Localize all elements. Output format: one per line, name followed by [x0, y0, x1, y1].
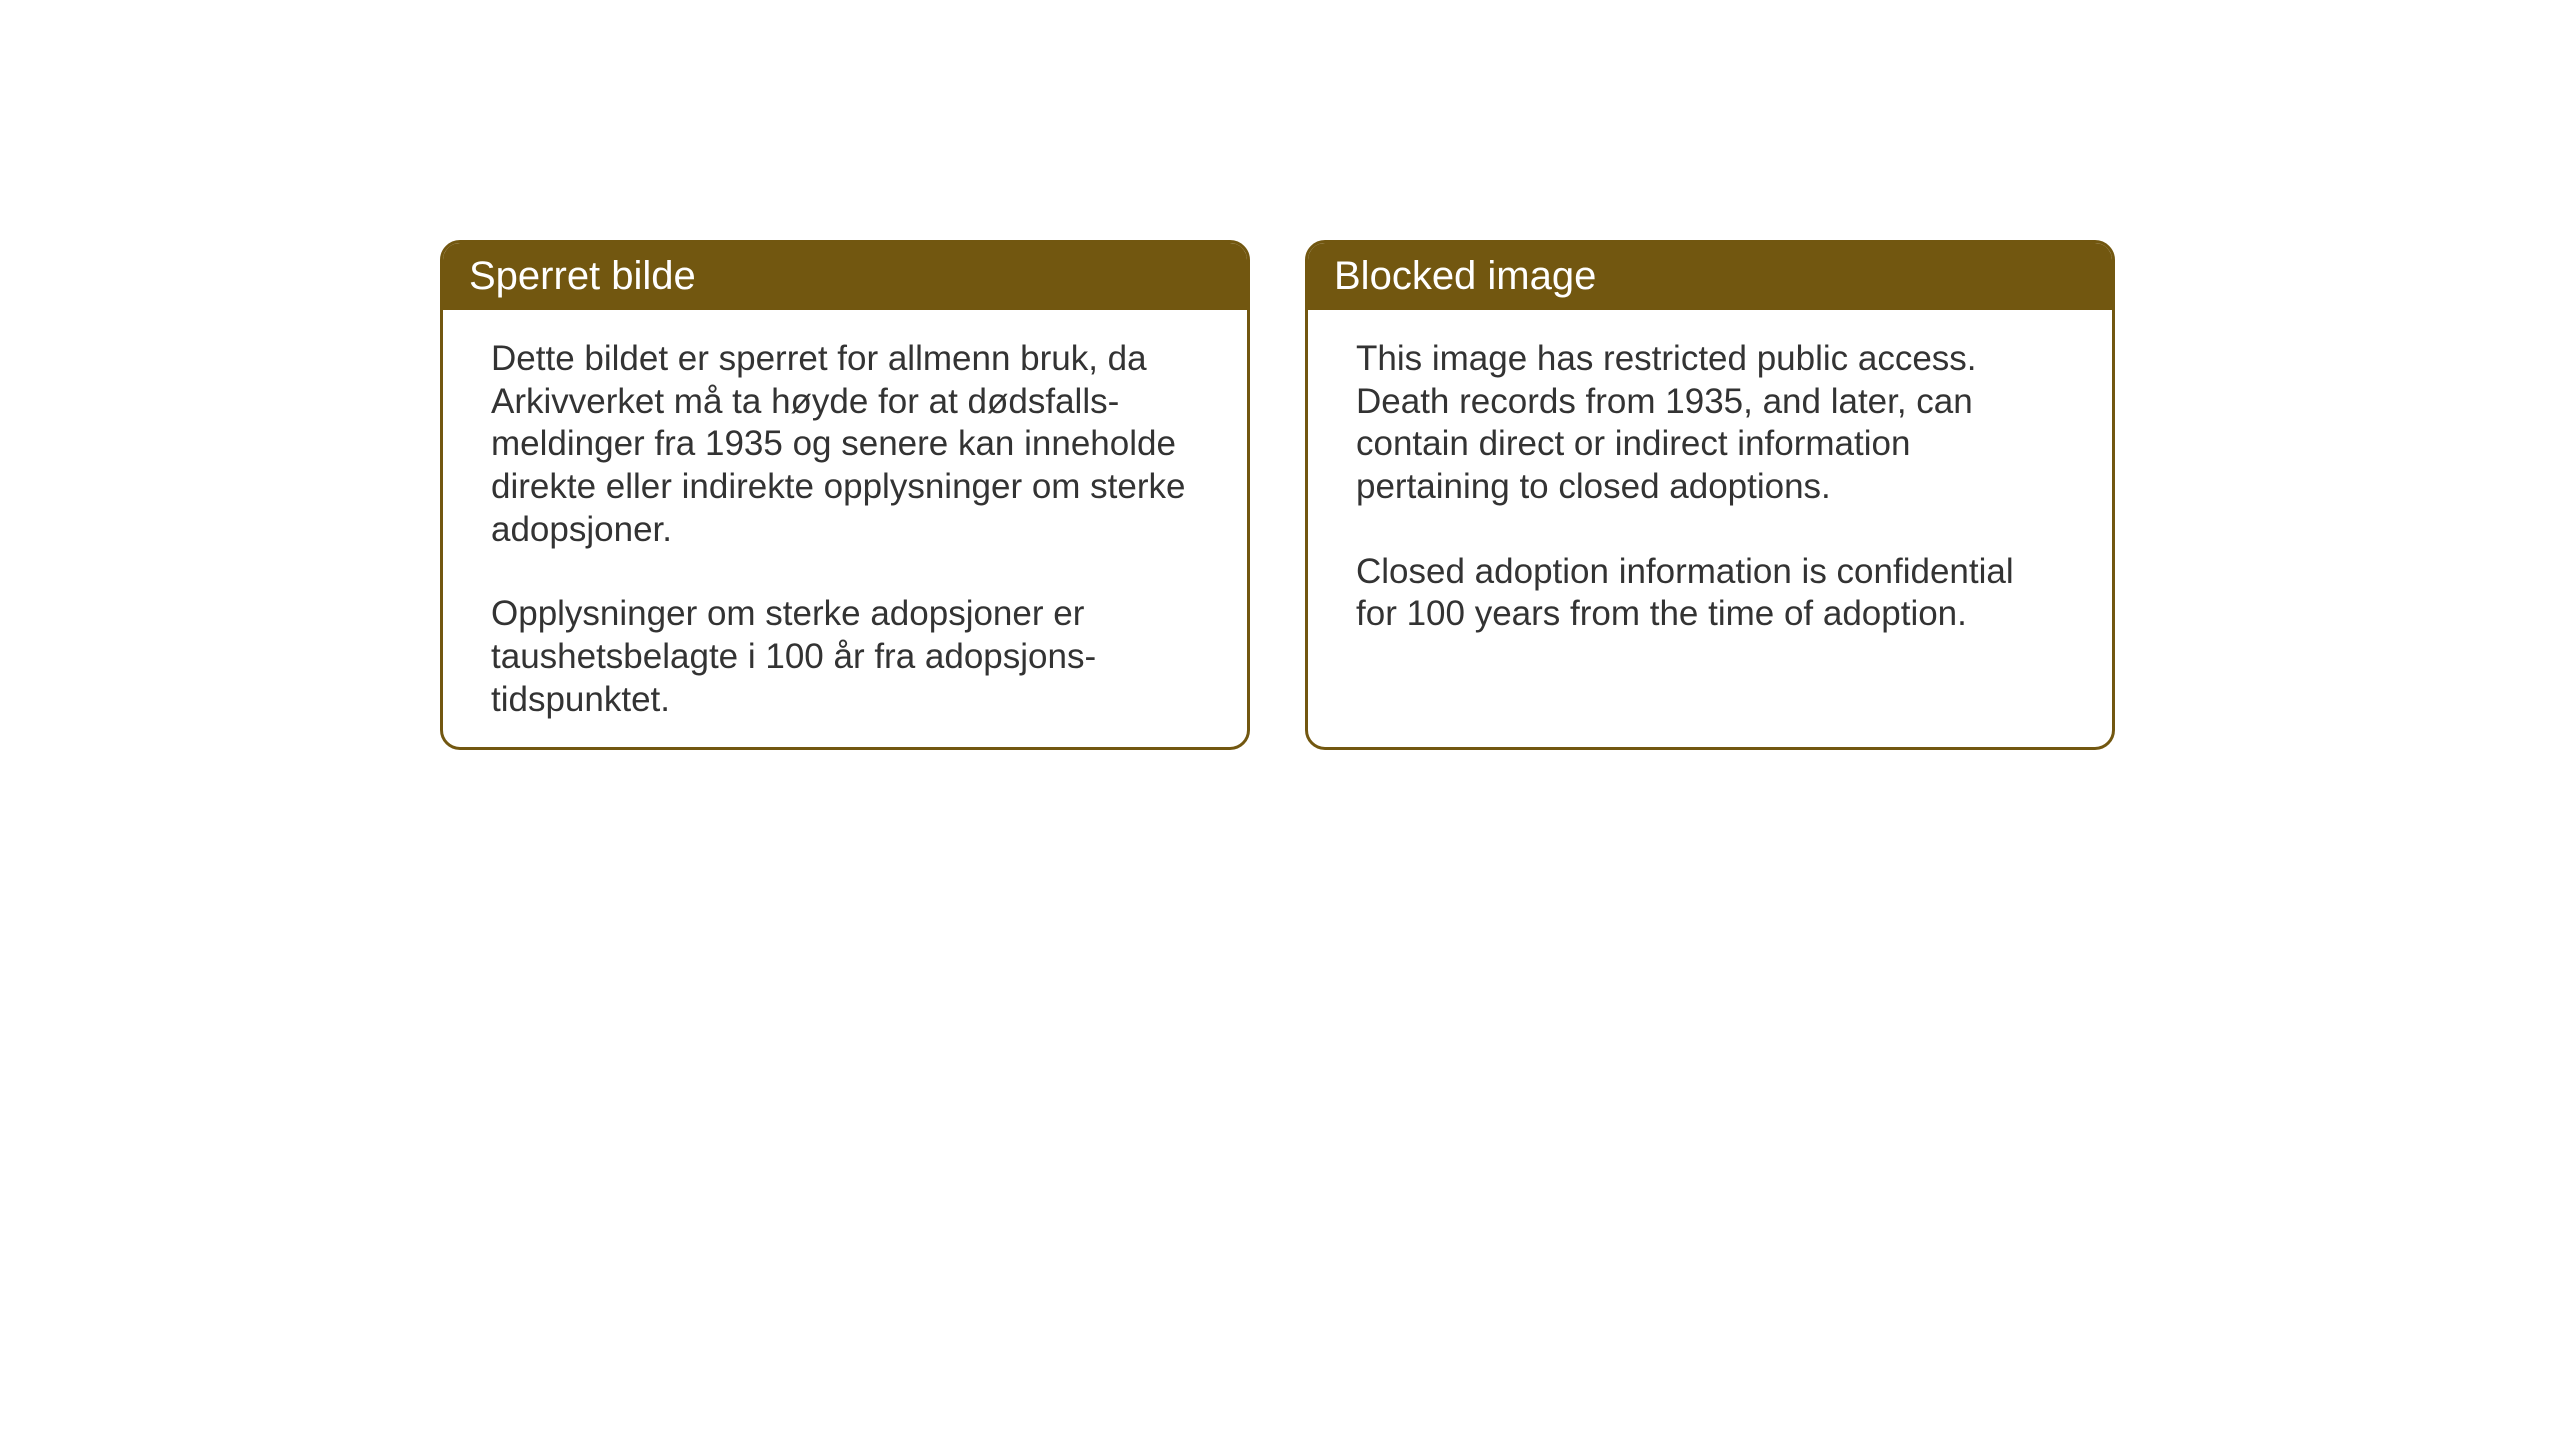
- english-paragraph-1: This image has restricted public access.…: [1356, 338, 2064, 509]
- notification-cards-container: Sperret bilde Dette bildet er sperret fo…: [440, 240, 2115, 750]
- english-card-header: Blocked image: [1308, 243, 2112, 310]
- english-card: Blocked image This image has restricted …: [1305, 240, 2115, 750]
- norwegian-paragraph-1: Dette bildet er sperret for allmenn bruk…: [491, 338, 1199, 551]
- norwegian-paragraph-2: Opplysninger om sterke adopsjoner er tau…: [491, 593, 1199, 721]
- norwegian-card-title: Sperret bilde: [469, 254, 696, 298]
- norwegian-card-header: Sperret bilde: [443, 243, 1247, 310]
- norwegian-card: Sperret bilde Dette bildet er sperret fo…: [440, 240, 1250, 750]
- english-paragraph-2: Closed adoption information is confident…: [1356, 551, 2064, 636]
- norwegian-card-body: Dette bildet er sperret for allmenn bruk…: [443, 310, 1247, 750]
- english-card-body: This image has restricted public access.…: [1308, 310, 2112, 684]
- english-card-title: Blocked image: [1334, 254, 1596, 298]
